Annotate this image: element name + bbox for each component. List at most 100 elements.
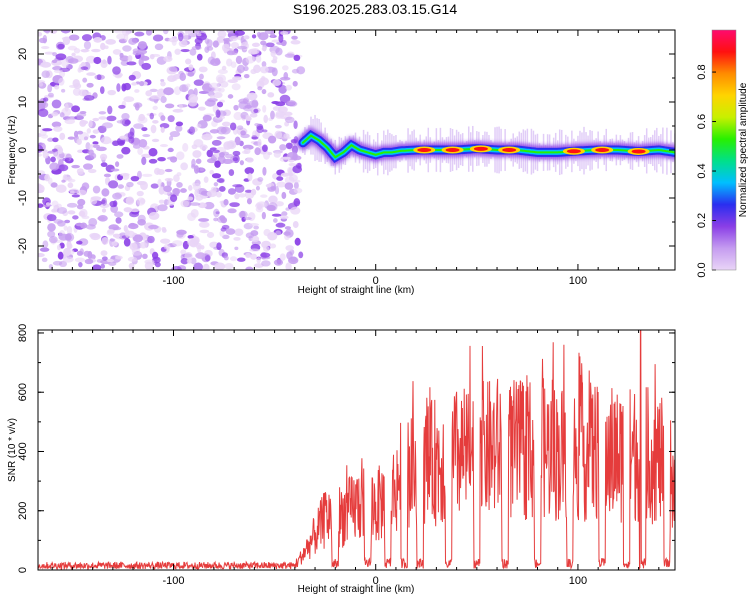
noise-blob [261,61,267,68]
noise-blob [100,59,108,69]
noise-blob [223,255,229,261]
noise-blob [176,182,183,188]
noise-blob [140,181,148,190]
noise-blob [233,236,241,241]
noise-blob [164,103,175,109]
noise-blob [150,94,161,100]
noise-blob [106,115,117,122]
noise-blob [199,167,205,172]
noise-blob [160,81,166,87]
noise-blob [61,59,69,68]
noise-blob [253,64,261,74]
noise-blob [288,172,294,177]
noise-blob [83,163,94,170]
noise-blob [284,182,294,190]
noise-blob [38,37,47,44]
noise-blob [250,253,258,260]
noise-blob [188,185,193,191]
noise-blob [261,46,267,52]
noise-blob [253,263,264,268]
noise-blob [188,126,196,135]
noise-blob [61,88,66,93]
noise-blob [38,253,45,258]
noise-blob [170,194,178,203]
noise-blob [38,203,44,208]
noise-blob [92,264,102,270]
noise-blob [127,256,138,262]
noise-blob [139,241,148,249]
noise-blob [46,214,57,222]
noise-blob [120,118,125,125]
noise-blob [209,169,214,175]
noise-blob [123,238,131,247]
noise-blob [38,31,43,37]
noise-blob [142,133,151,138]
noise-blob [180,162,188,171]
noise-blob [78,210,86,217]
noise-blob [167,147,174,153]
noise-blob [196,53,203,61]
noise-blob [74,257,86,263]
noise-blob [92,144,101,149]
snr-x-label: Height of straight line (km) [298,584,415,595]
noise-blob [234,246,239,251]
noise-blob [55,53,67,61]
noise-blob [51,111,59,117]
snr-frame [37,329,676,571]
noise-blob [274,186,280,195]
noise-blob [132,143,141,149]
noise-blob [149,112,154,120]
noise-blob [154,262,161,268]
noise-blob [279,76,291,81]
noise-blob [82,77,88,83]
noise-blob [214,262,226,270]
noise-blob [71,194,80,198]
noise-blob [190,257,197,265]
noise-blob [162,30,169,35]
noise-blob [163,87,174,96]
noise-blob [41,101,49,108]
noise-blob [139,80,145,87]
noise-blob [167,115,175,123]
noise-blob [275,230,282,236]
noise-blob [180,200,190,208]
colorbar-tick-label: 0.6 [696,114,708,129]
noise-blob [193,165,200,174]
noise-blob [292,179,301,183]
noise-blob [243,148,251,155]
noise-blob [137,41,147,50]
noise-blob [67,210,76,215]
noise-blob [276,181,287,188]
noise-blob [279,94,291,104]
noise-blob [251,99,259,109]
track-hot-spot-core [631,149,646,154]
noise-blob [293,187,303,194]
noise-blob [298,251,304,259]
snr-plot-area [38,330,675,570]
noise-blob [229,256,238,262]
noise-blob [262,144,268,152]
noise-blob [293,54,301,61]
noise-blob [226,140,237,150]
noise-blob [38,184,45,193]
noise-blob [293,198,301,207]
noise-blob [193,262,203,270]
noise-blob [176,229,187,235]
noise-blob [202,263,210,270]
noise-blob [275,110,285,118]
noise-blob [140,55,150,61]
noise-blob [98,116,107,120]
noise-blob [115,217,122,224]
noise-blob [278,33,284,43]
colorbar-tick-label: 0.4 [696,163,708,178]
noise-blob [38,133,42,138]
noise-blob [251,48,260,55]
noise-blob [98,111,107,115]
noise-blob [260,252,271,258]
noise-blob [282,65,289,71]
noise-blob [207,97,218,103]
noise-blob [249,113,258,118]
noise-blob [291,68,300,74]
noise-blob [236,64,245,74]
noise-blob [44,30,51,34]
